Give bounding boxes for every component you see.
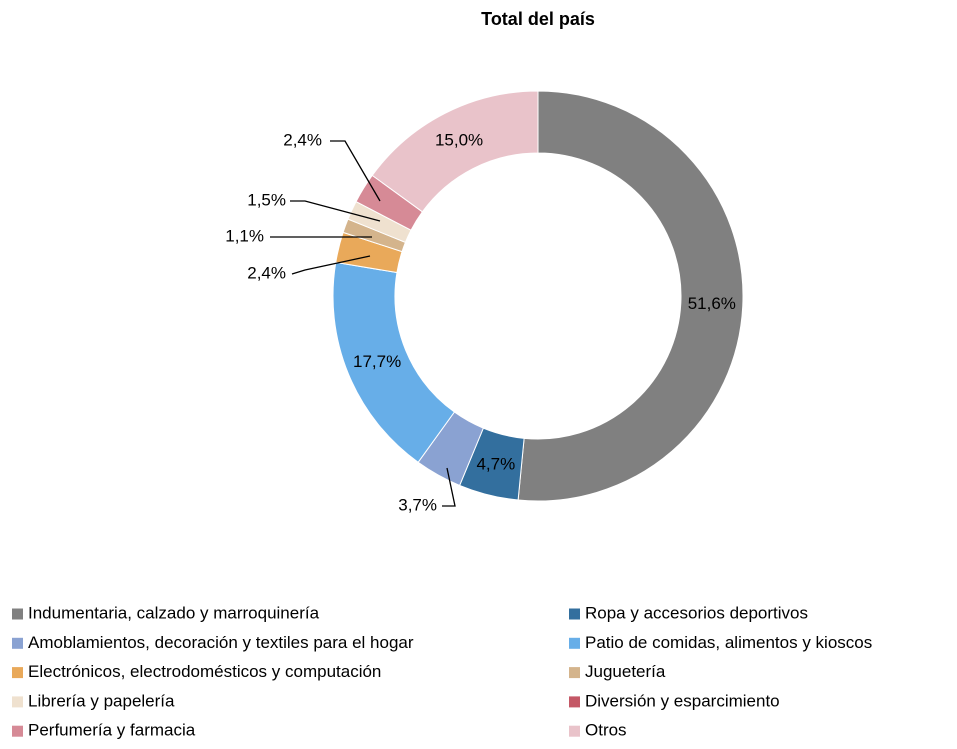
legend-swatch (569, 696, 580, 708)
data-label: 4,7% (476, 454, 515, 473)
legend-swatch (569, 637, 580, 649)
legend-label: Otros (585, 721, 627, 740)
donut-slice (371, 90, 539, 213)
leader-line (330, 140, 381, 202)
leader-line (442, 467, 456, 507)
data-label: 15,0% (435, 130, 483, 149)
data-label: 1,1% (225, 226, 264, 245)
legend-swatch (569, 667, 580, 679)
legend-label: Librería y papelería (28, 691, 175, 710)
data-label: 3,7% (398, 495, 437, 514)
leader-line (291, 255, 371, 275)
legend-label: Diversión y esparcimiento (585, 691, 780, 710)
data-label: 51,6% (688, 294, 736, 313)
legend-swatch (12, 696, 23, 708)
legend-swatch (12, 608, 23, 620)
data-label: 2,4% (283, 130, 322, 149)
legend-swatch (569, 608, 580, 620)
legend-label: Juguetería (585, 662, 666, 681)
donut-slice (517, 90, 744, 502)
legend-swatch (569, 725, 580, 737)
leader-line (290, 200, 381, 222)
legend-label: Indumentaria, calzado y marroquinería (28, 603, 320, 622)
legend-label: Electrónicos, electrodomésticos y comput… (28, 662, 381, 681)
data-label: 2,4% (247, 263, 286, 282)
data-label: 17,7% (353, 352, 401, 371)
legend-swatch (12, 637, 23, 649)
legend-label: Ropa y accesorios deportivos (585, 603, 808, 622)
legend-label: Amoblamientos, decoración y textiles par… (28, 633, 414, 652)
legend-swatch (12, 725, 23, 737)
legend-label: Perfumería y farmacia (28, 721, 196, 740)
data-label: 1,5% (247, 190, 286, 209)
chart-title: Total del país (481, 9, 595, 29)
legend-swatch (12, 667, 23, 679)
legend-label: Patio de comidas, alimentos y kioscos (585, 633, 872, 652)
